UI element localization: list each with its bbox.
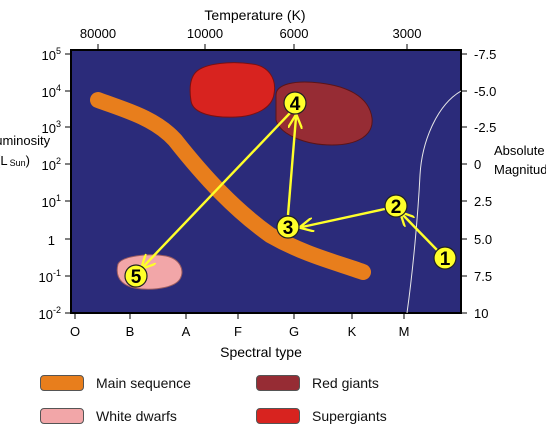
luminosity-tick-label: 102 <box>42 156 61 173</box>
red-giants-swatch <box>256 375 300 391</box>
svg-text:1: 1 <box>440 249 451 270</box>
svg-text:2: 2 <box>391 197 402 218</box>
legend-item-white-dwarfs: White dwarfs <box>40 406 177 426</box>
svg-text:5: 5 <box>131 267 142 288</box>
legend-label: Red giants <box>312 375 379 391</box>
stage-marker-5: 5 <box>124 264 148 288</box>
legend-label: Main sequence <box>96 375 191 391</box>
top-tick-label: 3000 <box>393 26 422 41</box>
spectral-tick-label: F <box>234 324 242 339</box>
magnitude-tick-label: 2.5 <box>474 194 492 209</box>
top-tick-label: 10000 <box>187 26 223 41</box>
spectral-tick-label: G <box>289 324 299 339</box>
legend-item-supergiants: Supergiants <box>256 406 387 426</box>
legend-item-main-sequence: Main sequence <box>40 373 191 393</box>
legend-label: Supergiants <box>312 408 387 424</box>
spectral-tick-label: O <box>70 324 80 339</box>
magnitude-tick-label: -2.5 <box>474 120 496 135</box>
luminosity-tick-label: 104 <box>42 83 61 100</box>
luminosity-tick-label: 10-1 <box>39 268 61 285</box>
magnitude-tick-label: -5.0 <box>474 84 496 99</box>
magnitude-tick-label: 10 <box>474 306 488 321</box>
left-axis-title: Luminosity <box>0 133 51 148</box>
top-axis-ticks: 80000 10000 6000 3000 <box>80 26 422 41</box>
top-tick-label: 80000 <box>80 26 116 41</box>
main-sequence-swatch <box>40 375 84 391</box>
luminosity-tick-label: 101 <box>42 193 61 210</box>
supergiants-region <box>189 62 276 118</box>
luminosity-tick-label: 10-2 <box>39 305 61 322</box>
luminosity-tick-label: 1 <box>48 233 55 248</box>
spectral-tick-label: K <box>348 324 357 339</box>
track-4-to-5 <box>143 112 291 267</box>
magnitude-tick-label: 5.0 <box>474 232 492 247</box>
legend-label: White dwarfs <box>96 408 177 424</box>
spectral-tick-label: B <box>126 324 135 339</box>
supergiants-swatch <box>256 408 300 424</box>
main-sequence-band <box>90 92 371 280</box>
spectral-tick-label: M <box>399 324 410 339</box>
bottom-axis-ticks: O B A F G K M <box>70 324 409 339</box>
track-3-to-4 <box>286 117 296 216</box>
bottom-axis-title: Spectral type <box>220 344 302 360</box>
magnitude-tick-label: -7.5 <box>474 47 496 62</box>
magnitude-tick-label: 7.5 <box>474 269 492 284</box>
stage-marker-4: 4 <box>283 91 307 115</box>
right-axis-ticks: -7.5 -5.0 -2.5 0 2.5 5.0 7.5 10 <box>474 47 496 321</box>
magnitude-tick-label: 0 <box>474 157 481 172</box>
spectral-tick-label: A <box>182 324 191 339</box>
stage-marker-3: 3 <box>276 215 300 239</box>
evolution-track <box>143 112 439 267</box>
track-1-to-2 <box>402 214 439 252</box>
legend-item-red-giants: Red giants <box>256 373 379 393</box>
right-axis-title: Absolute <box>494 143 545 158</box>
track-2-to-3 <box>302 205 395 227</box>
luminosity-tick-label: 105 <box>42 46 61 63</box>
left-axis-ticks: 105 104 103 102 101 1 10-1 10-2 <box>39 46 61 322</box>
svg-text:3: 3 <box>283 218 294 239</box>
top-tick-label: 6000 <box>280 26 309 41</box>
luminosity-tick-label: 103 <box>42 119 61 136</box>
top-axis-title: Temperature (K) <box>204 7 305 23</box>
white-dwarfs-swatch <box>40 408 84 424</box>
evolution-curve <box>406 90 461 313</box>
stage-marker-1: 1 <box>433 246 457 270</box>
svg-text:4: 4 <box>290 94 301 115</box>
stage-marker-2: 2 <box>384 194 408 218</box>
right-axis-title-line2: Magnitude <box>494 162 546 177</box>
